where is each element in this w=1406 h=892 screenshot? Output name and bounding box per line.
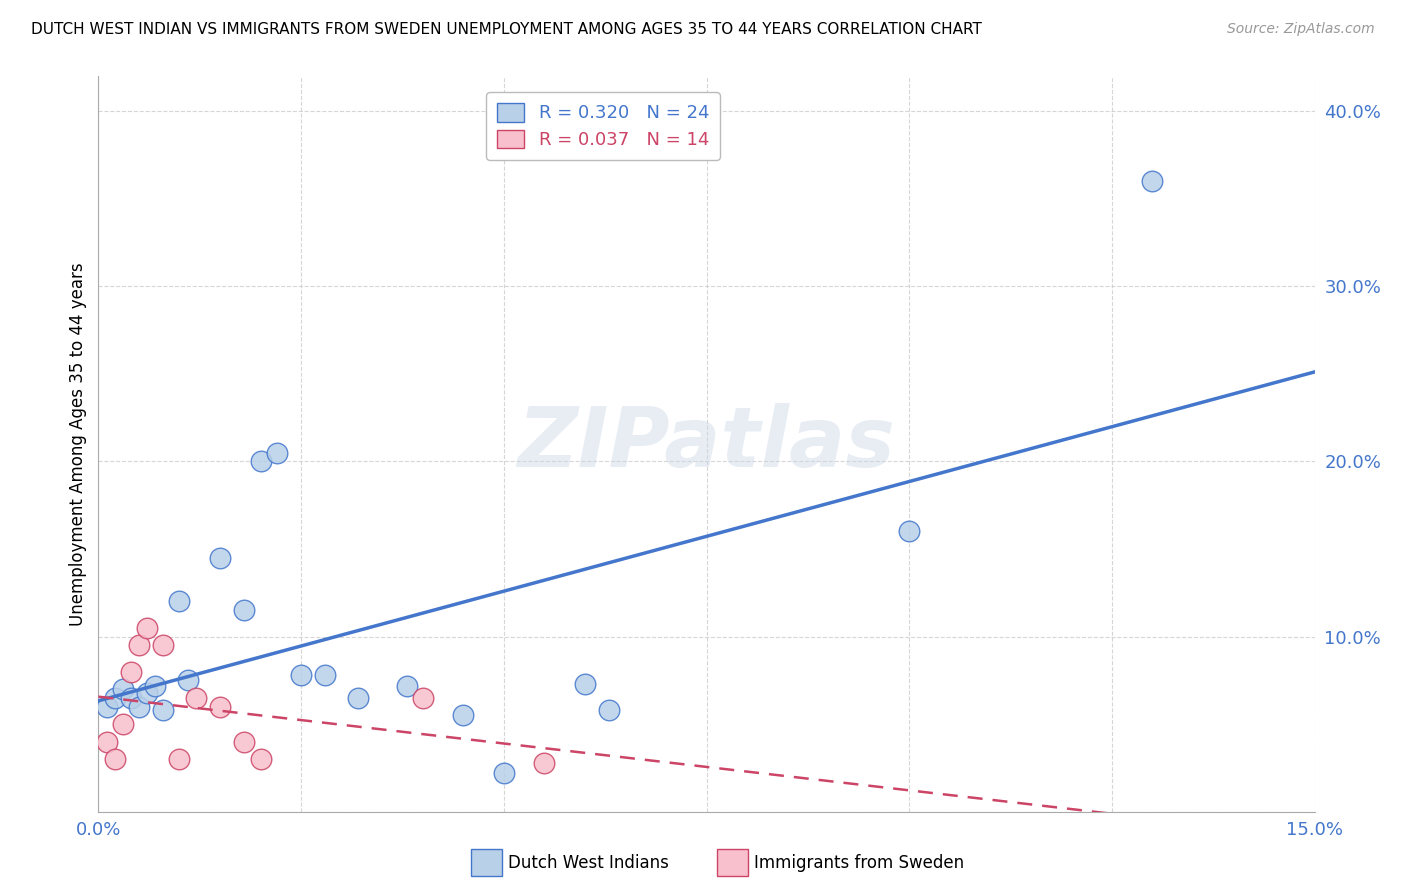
Point bbox=[898, 524, 921, 539]
Point bbox=[209, 550, 232, 565]
Point bbox=[453, 708, 475, 723]
Text: ZIPatlas: ZIPatlas bbox=[517, 403, 896, 484]
Point bbox=[598, 703, 620, 717]
Text: Source: ZipAtlas.com: Source: ZipAtlas.com bbox=[1227, 22, 1375, 37]
Point bbox=[395, 679, 418, 693]
Point bbox=[533, 756, 555, 770]
Point bbox=[347, 690, 370, 705]
Point bbox=[249, 752, 271, 766]
Point bbox=[169, 594, 191, 608]
Point bbox=[249, 454, 271, 468]
Point bbox=[492, 766, 515, 780]
Point bbox=[266, 445, 288, 459]
Point bbox=[1142, 174, 1164, 188]
Point bbox=[233, 603, 256, 617]
Point bbox=[104, 752, 127, 766]
Point bbox=[233, 734, 256, 748]
Point bbox=[111, 681, 134, 696]
Point bbox=[128, 638, 150, 652]
Point bbox=[184, 690, 207, 705]
Point bbox=[143, 679, 166, 693]
Point bbox=[96, 699, 118, 714]
Point bbox=[152, 703, 174, 717]
Text: DUTCH WEST INDIAN VS IMMIGRANTS FROM SWEDEN UNEMPLOYMENT AMONG AGES 35 TO 44 YEA: DUTCH WEST INDIAN VS IMMIGRANTS FROM SWE… bbox=[31, 22, 981, 37]
Point bbox=[120, 665, 142, 679]
Point bbox=[209, 699, 232, 714]
Point bbox=[412, 690, 434, 705]
Text: Dutch West Indians: Dutch West Indians bbox=[508, 854, 668, 871]
Point bbox=[120, 690, 142, 705]
Point bbox=[176, 673, 198, 688]
Point bbox=[96, 734, 118, 748]
Point bbox=[136, 621, 159, 635]
Point bbox=[104, 690, 127, 705]
Point bbox=[169, 752, 191, 766]
Point bbox=[290, 668, 312, 682]
Point bbox=[574, 677, 596, 691]
Legend: R = 0.320   N = 24, R = 0.037   N = 14: R = 0.320 N = 24, R = 0.037 N = 14 bbox=[486, 92, 720, 160]
Point bbox=[152, 638, 174, 652]
Point bbox=[111, 717, 134, 731]
Y-axis label: Unemployment Among Ages 35 to 44 years: Unemployment Among Ages 35 to 44 years bbox=[69, 262, 87, 625]
Text: Immigrants from Sweden: Immigrants from Sweden bbox=[754, 854, 963, 871]
Point bbox=[136, 685, 159, 699]
Point bbox=[128, 699, 150, 714]
Point bbox=[314, 668, 336, 682]
